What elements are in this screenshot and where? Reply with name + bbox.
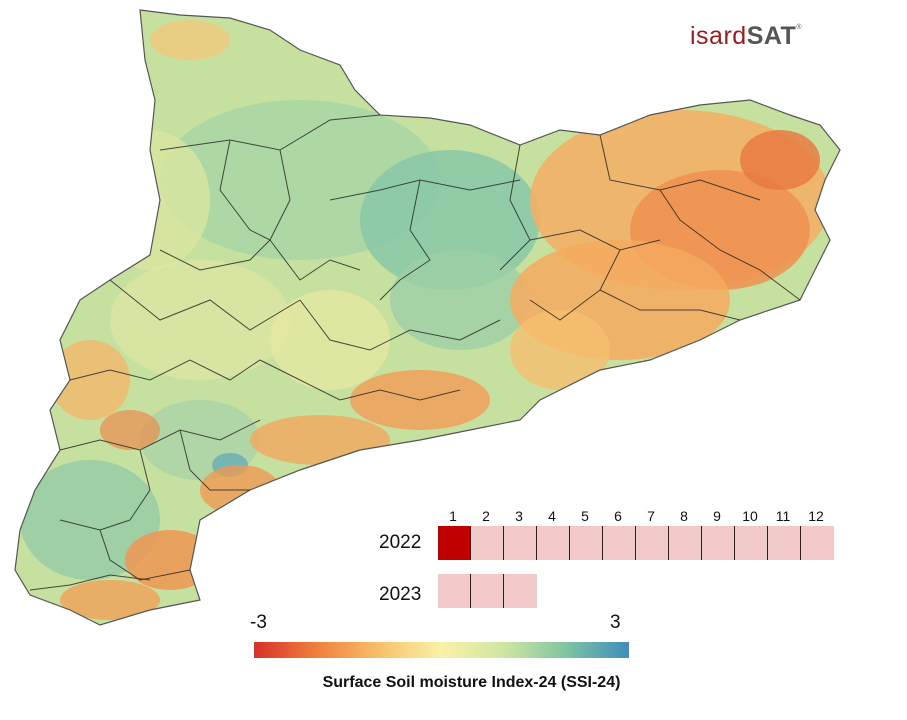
month-number-8: 8	[680, 508, 688, 524]
timeline-cell-2022-month-6	[603, 526, 636, 560]
logo-part-sat: SAT	[746, 22, 797, 50]
month-number-11: 11	[775, 508, 791, 524]
timeline-cell-2022-month-5	[570, 526, 603, 560]
timeline-cell-2022-month-4	[537, 526, 570, 560]
month-number-7: 7	[647, 508, 655, 524]
year-label-2023: 2023	[379, 584, 422, 605]
year-label-2022: 2022	[379, 532, 422, 553]
timeline-cell-2022-month-2	[471, 526, 504, 560]
month-number-12: 12	[808, 508, 824, 524]
colorbar-title: Surface Soil moisture Index-24 (SSI-24)	[322, 674, 621, 691]
month-number-9: 9	[713, 508, 721, 524]
month-number-3: 3	[515, 508, 523, 524]
timeline-cell-2023-month-1	[438, 574, 471, 608]
month-number-4: 4	[548, 508, 556, 524]
month-number-1: 1	[449, 508, 457, 524]
timeline-cell-2022-month-10	[735, 526, 768, 560]
month-number-5: 5	[581, 508, 589, 524]
timeline-cell-2022-month-9	[702, 526, 735, 560]
timeline-cell-2023-month-2	[471, 574, 504, 608]
month-number-2: 2	[482, 508, 490, 524]
month-number-6: 6	[614, 508, 622, 524]
timeline-cell-2022-month-8	[669, 526, 702, 560]
isardsat-logo: isardSAT®	[690, 22, 802, 51]
timeline-2022	[438, 526, 834, 560]
month-number-10: 10	[742, 508, 758, 524]
registered-mark: ®	[796, 24, 803, 31]
colorbar-min-label: -3	[250, 612, 267, 633]
timeline-cell-2022-month-11	[768, 526, 801, 560]
timeline-2023	[438, 574, 537, 608]
timeline-cell-2022-month-7	[636, 526, 669, 560]
colorbar-max-label: 3	[610, 612, 621, 633]
timeline-cell-2022-month-1	[438, 526, 471, 560]
logo-part-isard: isard	[690, 22, 747, 50]
timeline-cell-2022-month-12	[801, 526, 834, 560]
timeline-cell-2023-month-3	[504, 574, 537, 608]
timeline-cell-2022-month-3	[504, 526, 537, 560]
colorbar	[254, 642, 629, 658]
